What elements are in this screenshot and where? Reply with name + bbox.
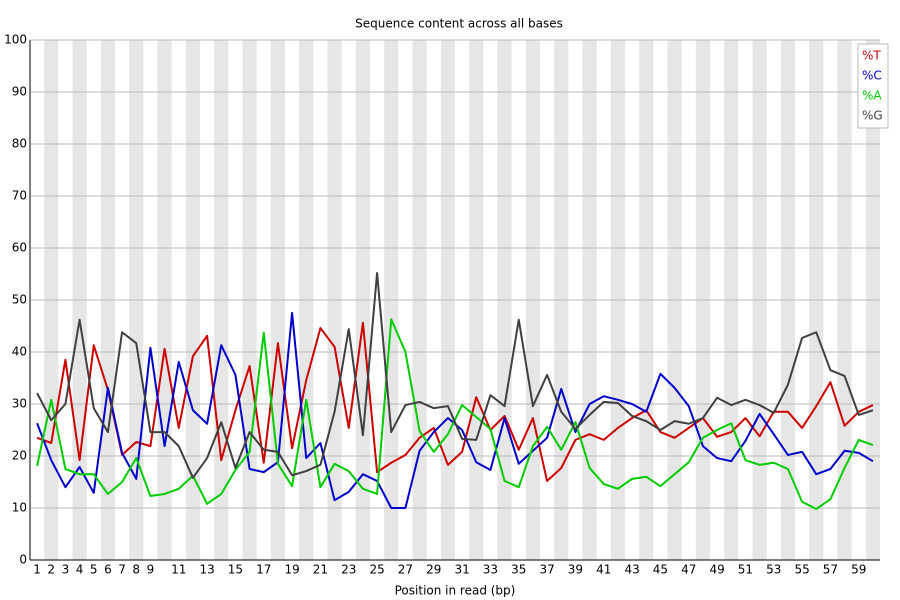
x-tick-label: 13 (199, 563, 214, 577)
legend-box (857, 43, 889, 129)
y-tick-label: 30 (12, 397, 27, 411)
x-tick-label: 6 (104, 563, 112, 577)
y-tick-label: 80 (12, 137, 27, 151)
y-tick-label: 20 (12, 449, 27, 463)
y-tick-label: 100 (4, 33, 27, 47)
x-tick-label: 7 (118, 563, 126, 577)
y-tick-label: 70 (12, 189, 27, 203)
x-tick-label: 27 (398, 563, 413, 577)
y-tick-label: 0 (19, 553, 27, 567)
x-tick-label: 15 (228, 563, 243, 577)
chart-title: Sequence content across all bases (355, 17, 563, 31)
x-tick-label: 31 (454, 563, 469, 577)
x-tick-label: 1 (33, 563, 41, 577)
legend-label: %C (862, 69, 882, 83)
x-tick-label: 21 (313, 563, 328, 577)
series-line (36, 271, 874, 479)
x-tick-label: 45 (653, 563, 668, 577)
x-tick-label: 55 (794, 563, 809, 577)
x-tick-label: 59 (851, 563, 866, 577)
x-tick-label: 49 (709, 563, 724, 577)
y-tick-label: 10 (12, 501, 27, 515)
x-tick-label: 41 (596, 563, 611, 577)
x-tick-label: 4 (76, 563, 84, 577)
x-tick-label: 29 (426, 563, 441, 577)
x-tick-label: 3 (62, 563, 70, 577)
x-tick-label: 25 (369, 563, 384, 577)
x-tick-label: 17 (256, 563, 271, 577)
x-tick-label: 5 (90, 563, 98, 577)
x-tick-label: 47 (681, 563, 696, 577)
x-tick-label: 57 (823, 563, 838, 577)
y-tick-label: 50 (12, 293, 27, 307)
x-tick-label: 9 (147, 563, 155, 577)
series-line (36, 318, 874, 511)
legend-label: %A (862, 89, 882, 103)
x-tick-label: 11 (171, 563, 186, 577)
x-tick-label: 33 (483, 563, 498, 577)
x-tick-label: 39 (568, 563, 583, 577)
x-tick-label: 19 (284, 563, 299, 577)
x-tick-label: 51 (738, 563, 753, 577)
x-tick-label: 8 (132, 563, 140, 577)
legend-label: %G (862, 109, 883, 123)
x-tick-label: 43 (624, 563, 639, 577)
x-tick-label: 37 (539, 563, 554, 577)
y-tick-label: 90 (12, 85, 27, 99)
y-tick-label: 40 (12, 345, 27, 359)
x-tick-label: 23 (341, 563, 356, 577)
x-tick-label: 2 (47, 563, 55, 577)
x-axis-label: Position in read (bp) (395, 584, 516, 598)
y-tick-label: 60 (12, 241, 27, 255)
legend-label: %T (862, 49, 881, 63)
x-tick-label: 53 (766, 563, 781, 577)
x-tick-label: 35 (511, 563, 526, 577)
